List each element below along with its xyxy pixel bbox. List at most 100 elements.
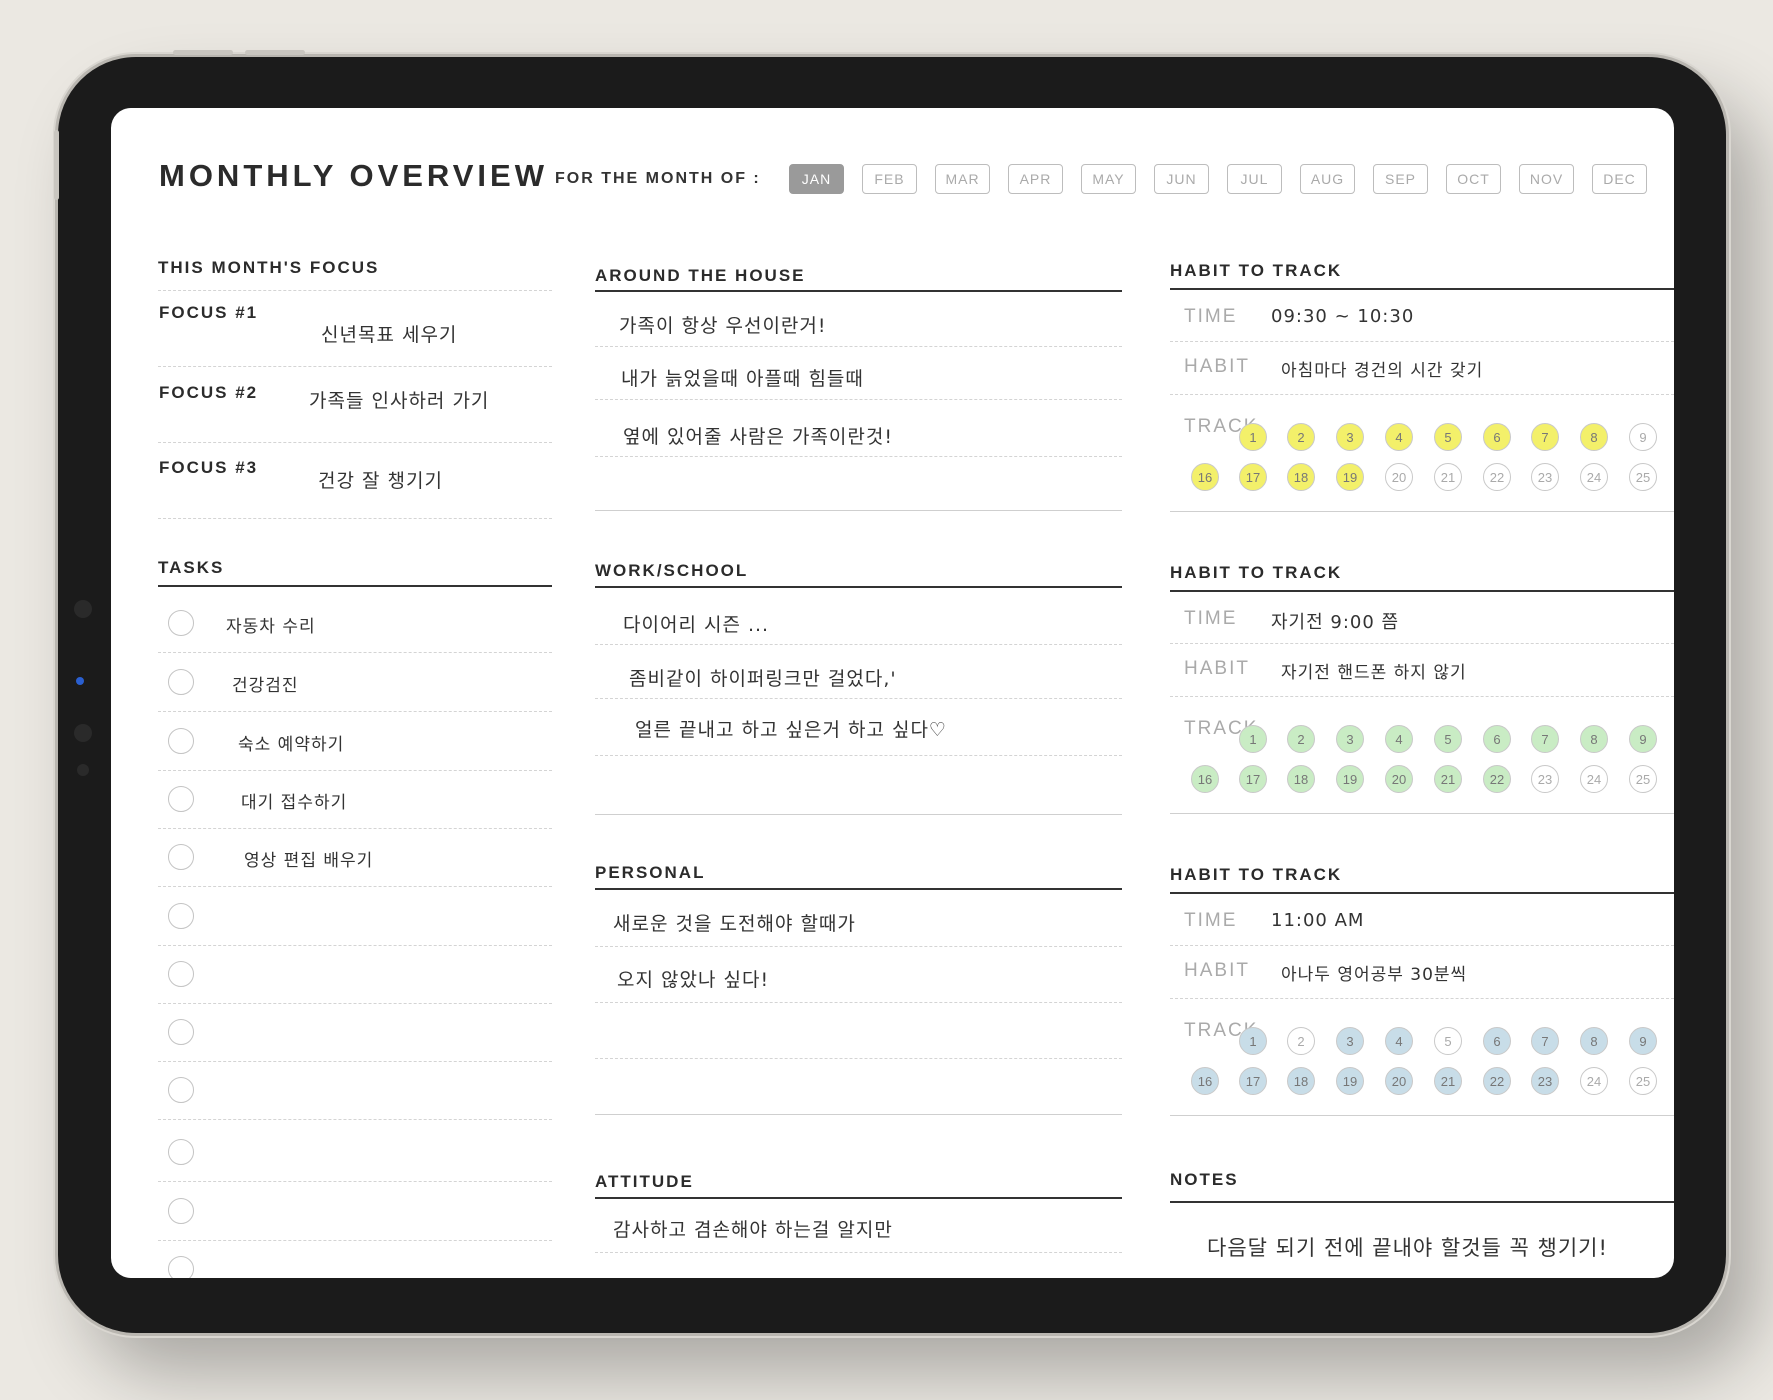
habit-day-dot[interactable]: 18 xyxy=(1287,1067,1315,1095)
work-line-1[interactable]: 다이어리 시즌 ... xyxy=(623,614,770,636)
habit-day-dot[interactable]: 5 xyxy=(1434,1027,1462,1055)
task-checkbox[interactable] xyxy=(168,903,194,929)
month-tab-jun[interactable]: JUN xyxy=(1154,164,1209,194)
month-tab-apr[interactable]: APR xyxy=(1008,164,1063,194)
habit-day-dot[interactable]: 3 xyxy=(1336,423,1364,451)
task-checkbox[interactable] xyxy=(168,1077,194,1103)
habit-day-dot[interactable]: 2 xyxy=(1287,423,1315,451)
habit-day-dot[interactable]: 25 xyxy=(1629,1067,1657,1095)
habit-day-dot[interactable]: 9 xyxy=(1629,725,1657,753)
work-line-2[interactable]: 좀비같이 하이퍼링크만 걸었다,' xyxy=(629,668,897,690)
task-checkbox[interactable] xyxy=(168,786,194,812)
habit-day-dot[interactable]: 22 xyxy=(1483,765,1511,793)
habit-day-dot[interactable]: 9 xyxy=(1629,423,1657,451)
habit-day-dot[interactable]: 16 xyxy=(1191,765,1219,793)
habit-day-dot[interactable]: 18 xyxy=(1287,463,1315,491)
task-text[interactable]: 숙소 예약하기 xyxy=(238,735,345,755)
habit-name-value[interactable]: 아침마다 경건의 시간 갖기 xyxy=(1281,361,1484,381)
month-tab-jan[interactable]: JAN xyxy=(789,164,844,194)
habit-day-dot[interactable]: 24 xyxy=(1580,1067,1608,1095)
notes-line-1[interactable]: 다음달 되기 전에 끝내야 할것들 꼭 챙기기! xyxy=(1207,1236,1608,1260)
habit-day-dot[interactable]: 21 xyxy=(1434,765,1462,793)
habit-day-dot[interactable]: 19 xyxy=(1336,463,1364,491)
habit-day-dot[interactable]: 25 xyxy=(1629,463,1657,491)
habit-day-dot[interactable]: 19 xyxy=(1336,765,1364,793)
habit-day-dot[interactable]: 21 xyxy=(1434,463,1462,491)
task-checkbox[interactable] xyxy=(168,844,194,870)
task-checkbox[interactable] xyxy=(168,1139,194,1165)
habit-day-dot[interactable]: 4 xyxy=(1385,725,1413,753)
month-tab-mar[interactable]: MAR xyxy=(935,164,990,194)
work-line-3[interactable]: 얼른 끝내고 하고 싶은거 하고 싶다♡ xyxy=(635,719,947,741)
task-text[interactable]: 대기 접수하기 xyxy=(241,793,348,813)
task-checkbox[interactable] xyxy=(168,1198,194,1224)
habit-day-dot[interactable]: 20 xyxy=(1385,463,1413,491)
habit-day-dot[interactable]: 3 xyxy=(1336,725,1364,753)
month-tab-aug[interactable]: AUG xyxy=(1300,164,1355,194)
task-text[interactable]: 자동차 수리 xyxy=(226,617,316,637)
habit-day-dot[interactable]: 1 xyxy=(1239,1027,1267,1055)
habit-day-dot[interactable]: 20 xyxy=(1385,765,1413,793)
habit-day-dot[interactable]: 7 xyxy=(1531,423,1559,451)
habit-time-value[interactable]: 09:30 ~ 10:30 xyxy=(1271,306,1415,327)
habit-day-dot[interactable]: 17 xyxy=(1239,463,1267,491)
month-tab-jul[interactable]: JUL xyxy=(1227,164,1282,194)
house-line-3[interactable]: 옆에 있어줄 사람은 가족이란것! xyxy=(623,426,893,448)
task-checkbox[interactable] xyxy=(168,669,194,695)
habit-day-dot[interactable]: 4 xyxy=(1385,1027,1413,1055)
habit-day-dot[interactable]: 2 xyxy=(1287,1027,1315,1055)
habit-day-dot[interactable]: 9 xyxy=(1629,1027,1657,1055)
month-tab-feb[interactable]: FEB xyxy=(862,164,917,194)
habit-day-dot[interactable]: 21 xyxy=(1434,1067,1462,1095)
habit-time-value[interactable]: 11:00 AM xyxy=(1271,910,1365,931)
habit-day-dot[interactable]: 25 xyxy=(1629,765,1657,793)
task-text[interactable]: 건강검진 xyxy=(232,676,299,696)
task-checkbox[interactable] xyxy=(168,961,194,987)
task-checkbox[interactable] xyxy=(168,610,194,636)
habit-name-value[interactable]: 자기전 핸드폰 하지 않기 xyxy=(1281,663,1467,683)
habit-day-dot[interactable]: 2 xyxy=(1287,725,1315,753)
month-tab-sep[interactable]: SEP xyxy=(1373,164,1428,194)
habit-day-dot[interactable]: 23 xyxy=(1531,463,1559,491)
habit-day-dot[interactable]: 16 xyxy=(1191,1067,1219,1095)
habit-day-dot[interactable]: 19 xyxy=(1336,1067,1364,1095)
habit-day-dot[interactable]: 22 xyxy=(1483,1067,1511,1095)
task-text[interactable]: 영상 편집 배우기 xyxy=(244,851,374,871)
habit-day-dot[interactable]: 7 xyxy=(1531,1027,1559,1055)
habit-name-value[interactable]: 아나두 영어공부 30분씩 xyxy=(1281,965,1468,985)
house-line-1[interactable]: 가족이 항상 우선이란거! xyxy=(619,315,827,337)
personal-line-1[interactable]: 새로운 것을 도전해야 할때가 xyxy=(613,913,856,935)
habit-day-dot[interactable]: 1 xyxy=(1239,423,1267,451)
focus-3-value[interactable]: 건강 잘 챙기기 xyxy=(318,470,443,492)
habit-day-dot[interactable]: 5 xyxy=(1434,423,1462,451)
habit-day-dot[interactable]: 1 xyxy=(1239,725,1267,753)
habit-day-dot[interactable]: 24 xyxy=(1580,765,1608,793)
house-line-2[interactable]: 내가 늙었을때 아플때 힘들때 xyxy=(621,368,864,390)
habit-day-dot[interactable]: 24 xyxy=(1580,463,1608,491)
focus-1-value[interactable]: 신년목표 세우기 xyxy=(321,324,458,346)
habit-day-dot[interactable]: 6 xyxy=(1483,423,1511,451)
focus-2-value[interactable]: 가족들 인사하러 가기 xyxy=(309,390,490,412)
task-checkbox[interactable] xyxy=(168,728,194,754)
task-checkbox[interactable] xyxy=(168,1256,194,1278)
habit-time-value[interactable]: 자기전 9:00 쯤 xyxy=(1271,612,1400,633)
habit-day-dot[interactable]: 8 xyxy=(1580,423,1608,451)
task-checkbox[interactable] xyxy=(168,1019,194,1045)
habit-day-dot[interactable]: 17 xyxy=(1239,1067,1267,1095)
habit-day-dot[interactable]: 8 xyxy=(1580,1027,1608,1055)
month-tab-oct[interactable]: OCT xyxy=(1446,164,1501,194)
habit-day-dot[interactable]: 5 xyxy=(1434,725,1462,753)
personal-line-2[interactable]: 오지 않았나 싶다! xyxy=(617,969,770,991)
habit-day-dot[interactable]: 8 xyxy=(1580,725,1608,753)
habit-day-dot[interactable]: 6 xyxy=(1483,725,1511,753)
month-tab-dec[interactable]: DEC xyxy=(1592,164,1647,194)
habit-day-dot[interactable]: 23 xyxy=(1531,765,1559,793)
habit-day-dot[interactable]: 7 xyxy=(1531,725,1559,753)
habit-day-dot[interactable]: 3 xyxy=(1336,1027,1364,1055)
habit-day-dot[interactable]: 17 xyxy=(1239,765,1267,793)
habit-day-dot[interactable]: 18 xyxy=(1287,765,1315,793)
habit-day-dot[interactable]: 20 xyxy=(1385,1067,1413,1095)
habit-day-dot[interactable]: 23 xyxy=(1531,1067,1559,1095)
habit-day-dot[interactable]: 16 xyxy=(1191,463,1219,491)
month-tab-may[interactable]: MAY xyxy=(1081,164,1136,194)
